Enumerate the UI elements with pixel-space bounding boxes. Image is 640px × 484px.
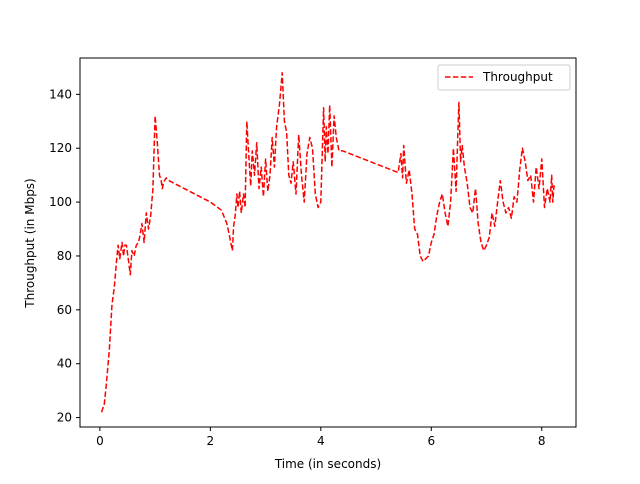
legend: Throughput [438, 65, 570, 90]
x-tick-label: 4 [317, 434, 325, 448]
y-tick-label: 40 [57, 357, 72, 371]
x-tick-label: 6 [427, 434, 435, 448]
y-tick-label: 140 [49, 87, 72, 101]
x-axis-label: Time (in seconds) [274, 457, 381, 471]
y-axis-label: Throughput (in Mbps) [23, 178, 37, 308]
x-tick-label: 0 [96, 434, 104, 448]
y-tick-label: 20 [57, 411, 72, 425]
plot-area-background [80, 58, 576, 427]
y-tick-label: 80 [57, 249, 72, 263]
legend-label: Throughput [482, 70, 553, 84]
y-tick-label: 100 [49, 195, 72, 209]
y-tick-label: 60 [57, 303, 72, 317]
y-tick-label: 120 [49, 141, 72, 155]
x-tick-label: 8 [538, 434, 546, 448]
x-tick-label: 2 [207, 434, 215, 448]
